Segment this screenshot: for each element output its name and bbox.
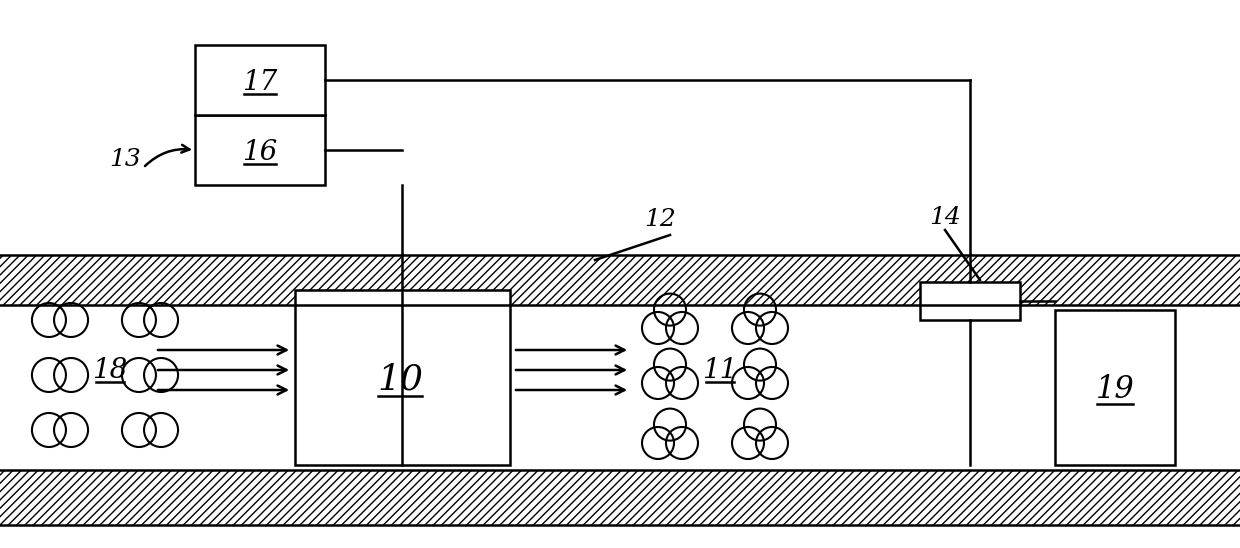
Bar — [0, 255, 1240, 305]
Bar — [295, 290, 510, 465]
Text: 11: 11 — [702, 357, 738, 384]
Bar — [920, 282, 1021, 320]
Bar — [0, 470, 1240, 525]
Text: 13: 13 — [109, 149, 141, 172]
Text: 10: 10 — [377, 363, 423, 397]
Text: 19: 19 — [1096, 374, 1135, 406]
Bar — [1055, 310, 1176, 465]
Bar — [195, 115, 325, 185]
Text: 17: 17 — [242, 68, 278, 95]
Bar — [195, 45, 325, 115]
Text: 12: 12 — [644, 208, 676, 231]
Text: 16: 16 — [242, 139, 278, 165]
Text: 18: 18 — [92, 357, 128, 384]
Text: 14: 14 — [929, 207, 961, 230]
